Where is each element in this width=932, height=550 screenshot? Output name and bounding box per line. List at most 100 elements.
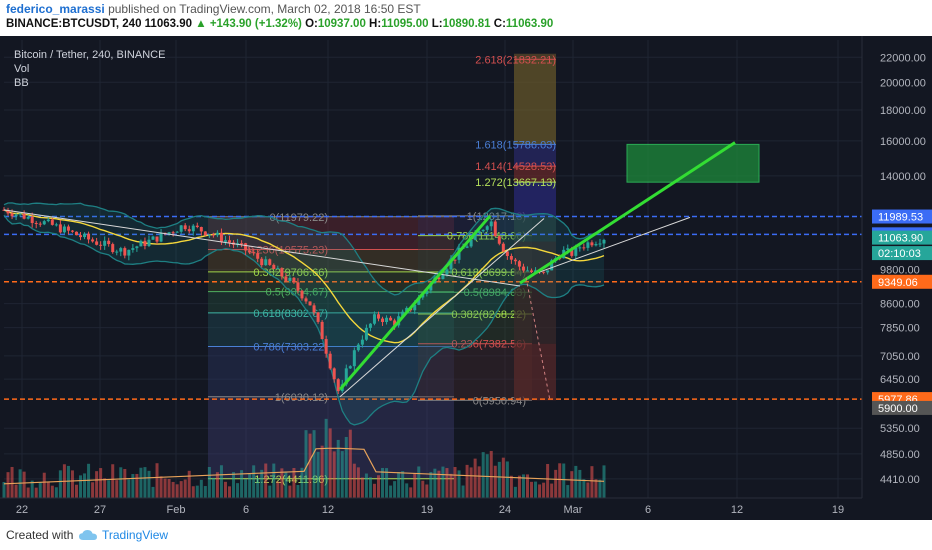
candle-body xyxy=(509,255,513,260)
x-tick-label: 12 xyxy=(731,504,743,516)
volume-bar xyxy=(521,474,525,498)
volume-bar xyxy=(586,482,590,498)
price-chart[interactable]: 0(11979.22)0.236(10575.23)0.382(9706.66)… xyxy=(0,36,932,520)
candle-body xyxy=(147,239,151,246)
y-tick-label: 6450.00 xyxy=(880,374,920,386)
volume-bar xyxy=(393,481,397,498)
volume-bar xyxy=(594,479,598,498)
fib-zone xyxy=(208,249,454,272)
fib-level-label: 0.236(10575.23) xyxy=(247,244,328,256)
candle-body xyxy=(530,270,534,272)
volume-bar xyxy=(429,471,433,498)
low-label: L: xyxy=(431,18,443,30)
candle-body xyxy=(453,259,457,261)
volume-bar xyxy=(401,471,405,498)
time-axis-bg xyxy=(0,498,932,520)
fib-ext-label: 1.618(15786.03) xyxy=(475,139,556,151)
fib-ext-zone xyxy=(514,166,556,183)
volume-bar xyxy=(574,465,578,498)
fib2-zone xyxy=(418,292,532,315)
candle-body xyxy=(103,240,107,246)
x-tick-label: 24 xyxy=(499,504,511,516)
candle-body xyxy=(70,230,74,232)
candle-body xyxy=(473,232,477,240)
x-tick-label: 22 xyxy=(16,504,28,516)
price-tag-label: 02:10:03 xyxy=(878,248,921,260)
volume-bar xyxy=(219,465,223,498)
volume-bar xyxy=(58,470,62,498)
y-tick-label: 9800.00 xyxy=(880,264,920,276)
volume-bar xyxy=(288,485,292,498)
fib2-zone xyxy=(418,314,532,344)
candle-body xyxy=(385,317,389,323)
volume-bar xyxy=(505,461,509,498)
volume-bar xyxy=(501,457,505,498)
candle-body xyxy=(179,225,183,232)
candle-body xyxy=(449,259,453,270)
candle-body xyxy=(441,274,445,280)
candle-body xyxy=(405,307,409,312)
chart-area[interactable]: 0(11979.22) 0.236(10575.23) 0.382(9706.66)… xyxy=(0,36,932,520)
candle-body xyxy=(393,320,397,326)
candle-body xyxy=(352,350,356,367)
candle-body xyxy=(123,248,127,256)
volume-bar xyxy=(296,485,300,498)
candle-body xyxy=(304,298,308,302)
price-tag-bg xyxy=(872,246,932,261)
volume-bar xyxy=(364,473,368,498)
candle-body xyxy=(328,353,332,369)
price-tag-label: 9349.06 xyxy=(878,277,918,289)
high-label: H: xyxy=(369,18,382,30)
footer: Created with TradingView xyxy=(0,520,932,550)
candle-body xyxy=(215,232,219,236)
candle-body xyxy=(368,323,372,328)
candle-body xyxy=(191,225,195,232)
volume-bar xyxy=(232,472,236,498)
volume-bar xyxy=(336,439,340,498)
volume-bar xyxy=(409,487,413,498)
projection-dashed-line xyxy=(525,277,551,401)
author-link[interactable]: federico_marassi xyxy=(6,2,105,16)
fib-level-label: 1(6030.12) xyxy=(275,392,328,404)
candle-body xyxy=(602,239,606,244)
volume-bar xyxy=(441,466,445,498)
candle-body xyxy=(364,327,368,340)
volume-bar xyxy=(179,481,183,498)
candle-body xyxy=(219,232,223,242)
volume-bar xyxy=(376,475,380,498)
volume-bar xyxy=(304,430,308,498)
tradingview-link[interactable]: TradingView xyxy=(102,528,169,542)
volume-bar xyxy=(87,463,91,498)
fib-ext-zone xyxy=(514,53,556,60)
candle-body xyxy=(296,282,300,291)
x-tick-label: 6 xyxy=(243,504,249,516)
candle-body xyxy=(171,232,175,234)
volume-bar xyxy=(151,486,155,498)
candle-body xyxy=(493,221,497,237)
volume-bar xyxy=(26,487,30,498)
candle-body xyxy=(376,314,380,319)
volume-bar xyxy=(538,484,542,498)
fib-level-label: 0.5(9004.67) xyxy=(266,287,328,299)
volume-bar xyxy=(360,477,364,498)
fib-zone xyxy=(208,312,454,347)
volume-bar xyxy=(433,468,437,498)
candle-body xyxy=(58,224,62,233)
tradingview-cloud-icon xyxy=(79,530,97,540)
fib2-level-label: 0.236(7382.56) xyxy=(451,339,526,351)
volume-bar xyxy=(332,451,336,498)
candle-body xyxy=(525,270,529,272)
volume-bar xyxy=(320,445,324,498)
candle-body xyxy=(574,247,578,256)
volume-bar xyxy=(534,481,538,498)
volume-bar xyxy=(256,478,260,498)
bb-basis-line xyxy=(3,209,605,344)
volume-bar xyxy=(389,485,393,498)
bb-lower-band xyxy=(3,214,605,426)
volume-bar xyxy=(103,478,107,498)
volume-bar xyxy=(123,468,127,498)
published-text: published on TradingView.com, March 02, … xyxy=(104,2,421,16)
volume-bar xyxy=(119,467,123,498)
candle-body xyxy=(107,240,111,245)
green-impulse-line xyxy=(338,214,492,391)
